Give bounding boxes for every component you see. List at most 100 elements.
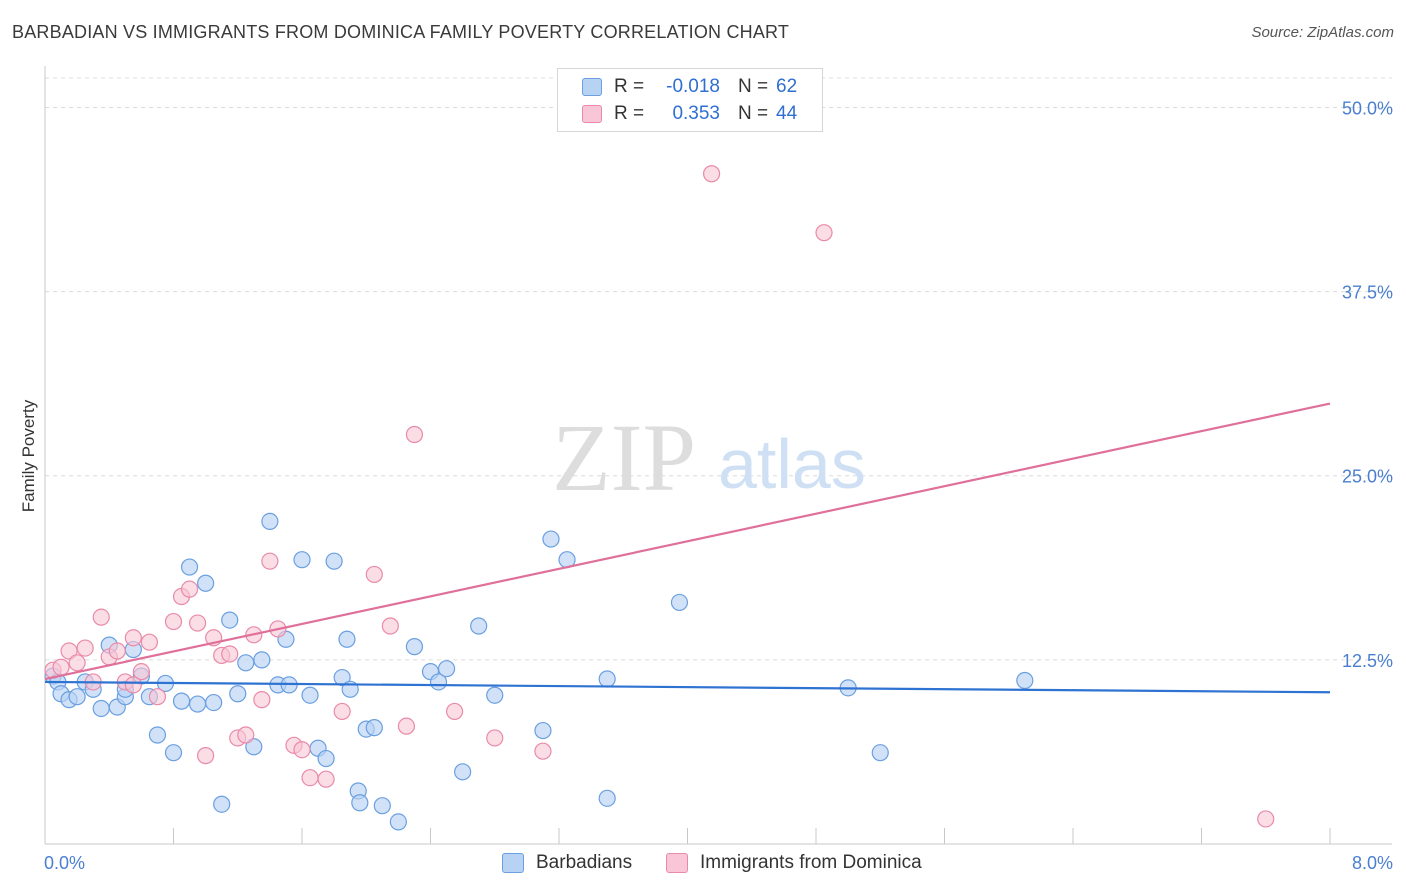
barbadians-point: [148, 726, 167, 744]
legend-swatch-blue: [582, 78, 602, 96]
barbadians-point: [405, 638, 424, 656]
dominica-point: [815, 224, 833, 242]
dominica-point: [534, 742, 552, 760]
barbadians-point: [205, 693, 223, 712]
dominica-point: [140, 633, 159, 651]
trend-lines: [44, 402, 1331, 694]
barbadians-point: [389, 813, 407, 831]
legend-label-dominica: Immigrants from Dominica: [700, 852, 922, 873]
barbadians-point: [245, 738, 263, 756]
stats-legend: R = -0.018 N = 62 R = 0.353 N = 44: [557, 68, 823, 132]
watermark-atlas: atlas: [718, 425, 866, 503]
dominica-point: [124, 676, 142, 694]
legend-row-barbadians: R = -0.018 N = 62: [582, 75, 797, 99]
barbadians-point: [670, 593, 689, 612]
legend-label-barbadians: Barbadians: [536, 852, 633, 873]
dominica-point: [486, 729, 504, 747]
dominica-point: [365, 565, 383, 584]
barbadians-point: [333, 668, 351, 687]
watermark-zip: ZIP: [552, 404, 696, 511]
axes: [44, 66, 1392, 845]
barbadians-point: [373, 797, 391, 815]
dominica-point: [124, 629, 142, 647]
dominica-point: [164, 612, 183, 631]
grid-lines: [45, 77, 1392, 661]
barbadians-point: [871, 744, 889, 762]
y-tick-label: 50.0%: [1342, 98, 1393, 118]
barbadians-point: [437, 660, 456, 678]
dominica-point: [197, 747, 215, 765]
barbadians-point: [1016, 671, 1034, 690]
legend-n-value: 44: [776, 103, 798, 124]
dominica-point: [132, 663, 150, 681]
barbadians-point: [365, 719, 383, 737]
dominica-point: [301, 769, 319, 787]
dominica-trend-line: [44, 402, 1331, 681]
barbadians-point: [229, 685, 247, 703]
dominica-point: [405, 425, 424, 444]
dominica-point: [1257, 810, 1275, 828]
dominica-point: [108, 642, 126, 660]
barbadians-point: [180, 558, 199, 576]
barbadians-point: [598, 789, 616, 807]
barbadians-point: [351, 794, 369, 812]
legend-r-value: 0.353: [672, 103, 720, 124]
barbadians-point: [237, 654, 255, 672]
barbadians-point: [542, 530, 560, 548]
barbadians-point: [325, 552, 343, 570]
barbadians-point: [261, 512, 279, 530]
dominica-point: [76, 639, 94, 657]
source-label: Source: ZipAtlas.com: [1251, 24, 1394, 41]
dominica-point: [188, 614, 207, 632]
dominica-point: [68, 654, 86, 672]
watermark: ZIP atlas: [552, 404, 866, 511]
dominica-point: [180, 580, 199, 598]
chart-title: BARBADIAN VS IMMIGRANTS FROM DOMINICA FA…: [12, 22, 790, 42]
barbadians-point: [221, 611, 239, 629]
barbadians-point: [454, 763, 472, 781]
dominica-point: [148, 688, 167, 706]
legend-n-label: N =: [738, 103, 769, 124]
barbadians-point: [213, 795, 231, 813]
dominica-point: [221, 645, 239, 663]
barbadians-trend-line: [44, 680, 1331, 694]
dominica-point: [381, 617, 399, 635]
legend-item-barbadians[interactable]: Barbadians: [502, 852, 632, 874]
y-axis-label: Family Poverty: [19, 399, 38, 512]
barbadians-point: [301, 686, 319, 704]
dominica-point: [445, 702, 464, 721]
dominica-point: [702, 165, 721, 183]
legend-row-dominica: R = 0.353 N = 44: [582, 102, 797, 126]
barbadians-point: [253, 651, 271, 669]
x-tick-label: 8.0%: [1352, 853, 1393, 873]
dominica-point: [92, 608, 110, 626]
dominica-point: [293, 741, 311, 759]
barbadians-point: [293, 551, 311, 569]
y-tick-label: 25.0%: [1342, 467, 1393, 487]
y-tick-label: 12.5%: [1342, 651, 1393, 671]
legend-r-value: -0.018: [666, 76, 720, 97]
barbadians-point: [470, 617, 488, 635]
barbadians-points: [44, 512, 1034, 831]
legend-r-label: R =: [614, 76, 645, 97]
barbadians-point: [172, 692, 191, 710]
barbadians-point: [164, 744, 183, 762]
dominica-point: [52, 658, 70, 676]
tick-labels: 12.5% 25.0% 37.5% 50.0% 0.0% 8.0%: [44, 98, 1393, 873]
barbadians-point: [598, 670, 616, 688]
dominica-point: [397, 717, 416, 735]
barbadians-point: [534, 721, 552, 740]
dominica-point: [333, 702, 351, 721]
legend-swatch-blue: [502, 853, 524, 873]
legend-r-label: R =: [614, 103, 645, 124]
dominica-point: [317, 770, 335, 788]
series-legend: Barbadians Immigrants from Dominica: [0, 852, 1406, 876]
barbadians-point: [92, 699, 110, 718]
y-tick-label: 37.5%: [1342, 283, 1393, 303]
x-tick-label: 0.0%: [44, 853, 85, 873]
legend-n-label: N =: [738, 76, 769, 97]
barbadians-point: [338, 630, 356, 648]
legend-item-dominica[interactable]: Immigrants from Dominica: [666, 852, 922, 874]
legend-n-value: 62: [776, 76, 798, 97]
barbadians-point: [68, 688, 86, 706]
